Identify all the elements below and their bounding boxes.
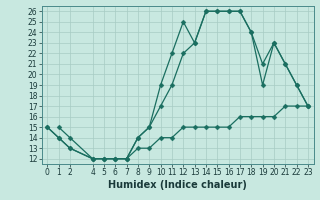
X-axis label: Humidex (Indice chaleur): Humidex (Indice chaleur)	[108, 180, 247, 190]
